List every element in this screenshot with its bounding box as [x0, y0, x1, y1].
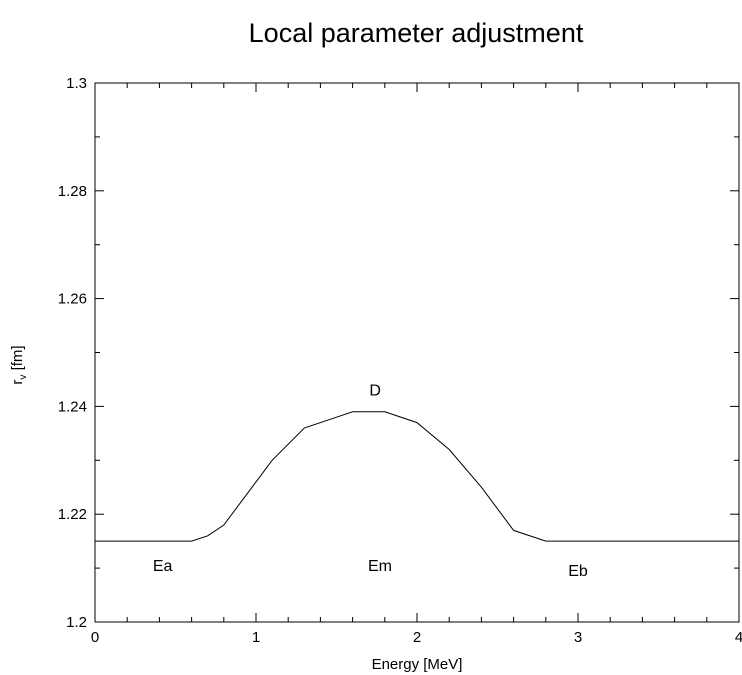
x-tick-label: 1 — [252, 629, 260, 646]
x-tick-label: 4 — [735, 629, 742, 646]
chart-title: Local parameter adjustment — [249, 18, 584, 48]
y-tick-label: 1.24 — [58, 398, 87, 415]
y-axis-label: rv [fm] — [9, 345, 29, 384]
annotation-eb: Eb — [568, 563, 588, 580]
annotation-d: D — [369, 383, 381, 400]
series-line — [95, 411, 739, 542]
y-axis: 1.2 1.22 1.24 1.26 1.28 1.3 — [58, 75, 739, 631]
y-tick-label: 1.26 — [58, 291, 87, 308]
x-tick-label: 0 — [91, 629, 99, 646]
y-axis-label-main: r — [9, 380, 26, 385]
annotation-ea: Ea — [153, 558, 173, 575]
x-tick-label: 3 — [574, 629, 582, 646]
x-tick-label: 2 — [413, 629, 421, 646]
y-tick-label: 1.28 — [58, 183, 87, 200]
annotation-em: Em — [368, 558, 392, 575]
y-tick-label: 1.2 — [66, 614, 87, 631]
y-tick-label: 1.3 — [66, 75, 87, 92]
y-tick-label: 1.22 — [58, 506, 87, 523]
y-axis-label-subscript: v — [18, 375, 29, 380]
x-axis-label: Energy [MeV] — [372, 656, 463, 673]
x-axis: 0 1 2 3 4 — [91, 83, 742, 646]
y-axis-label-unit: [fm] — [9, 345, 26, 374]
annotations: Ea Em Eb D — [153, 383, 588, 581]
